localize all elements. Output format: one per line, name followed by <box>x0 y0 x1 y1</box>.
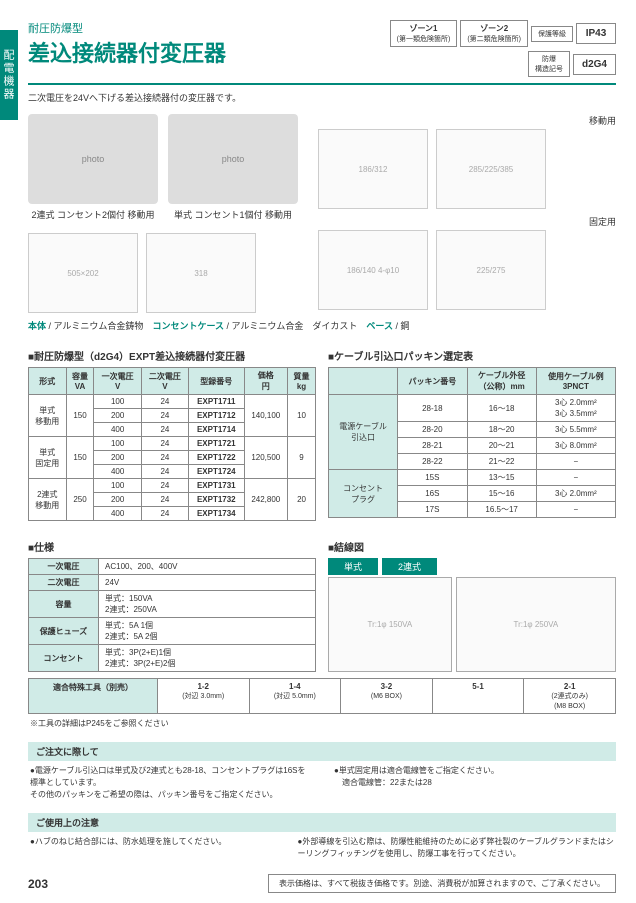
main-spec-table: 形式容量 VA一次電圧 V二次電圧 V型録番号価格 円質量 kg 単式 移動用1… <box>28 367 316 521</box>
ex-label: 防爆 構造記号 <box>528 51 570 77</box>
page-title: 差込接続器付変圧器 <box>28 36 376 68</box>
wiring-tab-single: 単式 <box>328 558 378 575</box>
material-line: 本体 / アルミニウム合金鋳物 コンセントケース / アルミニウム合金 ダイカス… <box>28 319 616 332</box>
page-header: 耐圧防爆型 差込接続器付変圧器 ゾーン1(第一類危険箇所) ゾーン2(第二類危険… <box>28 20 616 85</box>
order-notes-title: ご注文に際して <box>28 742 616 761</box>
dimension-diagram: 285/225/385 <box>436 129 546 209</box>
wiring-diagram-double: Tr:1φ 250VA <box>456 577 616 672</box>
caution-left: ●ハブのねじ結合部には、防水処理を施してください。 <box>28 832 275 864</box>
dimension-diagram: 186/140 4-φ10 <box>318 230 428 310</box>
product-image-2: photo <box>168 114 298 204</box>
prot-label: 保護等級 <box>531 26 573 42</box>
zone1-badge: ゾーン1(第一類危険箇所) <box>390 20 458 47</box>
tools-table: 適合特殊工具（別売） 1-2(対辺 3.0mm)1-4(対辺 5.0mm)3-2… <box>28 678 616 714</box>
diagram-label-mobile: 移動用 <box>318 114 616 127</box>
wiring-title: ■結線図 <box>328 539 616 554</box>
dimension-diagram: 225/275 <box>436 230 546 310</box>
caution-right: ●外部導線を引込む際は、防爆性能維持のために必ず弊社製のケーブルグランドまたはシ… <box>295 832 616 864</box>
dimension-diagram: 318 <box>146 233 256 313</box>
spec-title: ■仕様 <box>28 539 316 554</box>
cable-table-title: ■ケーブル引込口パッキン選定表 <box>328 348 616 363</box>
order-note-left: ●電源ケーブル引込口は単式及び2連式とも28-18、コンセントプラグは16Sを標… <box>28 761 312 805</box>
cable-packing-table: パッキン番号ケーブル外径 （公称）mm使用ケーブル例 3PNCT 電源ケーブル … <box>328 367 616 518</box>
wiring-tab-double: 2連式 <box>382 558 437 575</box>
dimension-diagram: 505×202 <box>28 233 138 313</box>
tools-label: 適合特殊工具（別売） <box>29 679 158 713</box>
spec-table: 一次電圧AC100、200、400V二次電圧24V容量単式：150VA 2連式：… <box>28 558 316 672</box>
ex-value: d2G4 <box>573 54 616 75</box>
product-1: photo 2連式 コンセント2個付 移動用 <box>28 114 158 221</box>
dimension-diagram: 186/312 <box>318 129 428 209</box>
product-image-1: photo <box>28 114 158 204</box>
caution-title: ご使用上の注意 <box>28 813 616 832</box>
description: 二次電圧を24Vへ下げる差込接続器付の変圧器です。 <box>28 91 616 104</box>
page-number: 203 <box>28 877 48 891</box>
subtitle: 耐圧防爆型 <box>28 20 376 36</box>
tools-note: ※工具の詳細はP245をご参照ください <box>28 714 616 734</box>
product-2: photo 単式 コンセント1個付 移動用 <box>168 114 298 221</box>
prot-value: IP43 <box>576 23 616 44</box>
diagram-label-fixed: 固定用 <box>318 215 616 228</box>
side-category-tab: 配電機器 <box>0 30 18 120</box>
footer-disclaimer: 表示価格は、すべて税抜き価格です。別途、消費税が加算されますので、ご了承ください… <box>268 874 616 893</box>
badge-group: ゾーン1(第一類危険箇所) ゾーン2(第二類危険箇所) 保護等級 IP43 防爆… <box>376 20 616 77</box>
zone2-badge: ゾーン2(第二類危険箇所) <box>460 20 528 47</box>
main-table-title: ■耐圧防爆型（d2G4）EXPT差込接続器付変圧器 <box>28 348 316 363</box>
wiring-diagram-single: Tr:1φ 150VA <box>328 577 452 672</box>
order-note-right: ●単式固定用は適合電線管をご指定ください。 適合電線管：22または28 <box>332 761 616 805</box>
